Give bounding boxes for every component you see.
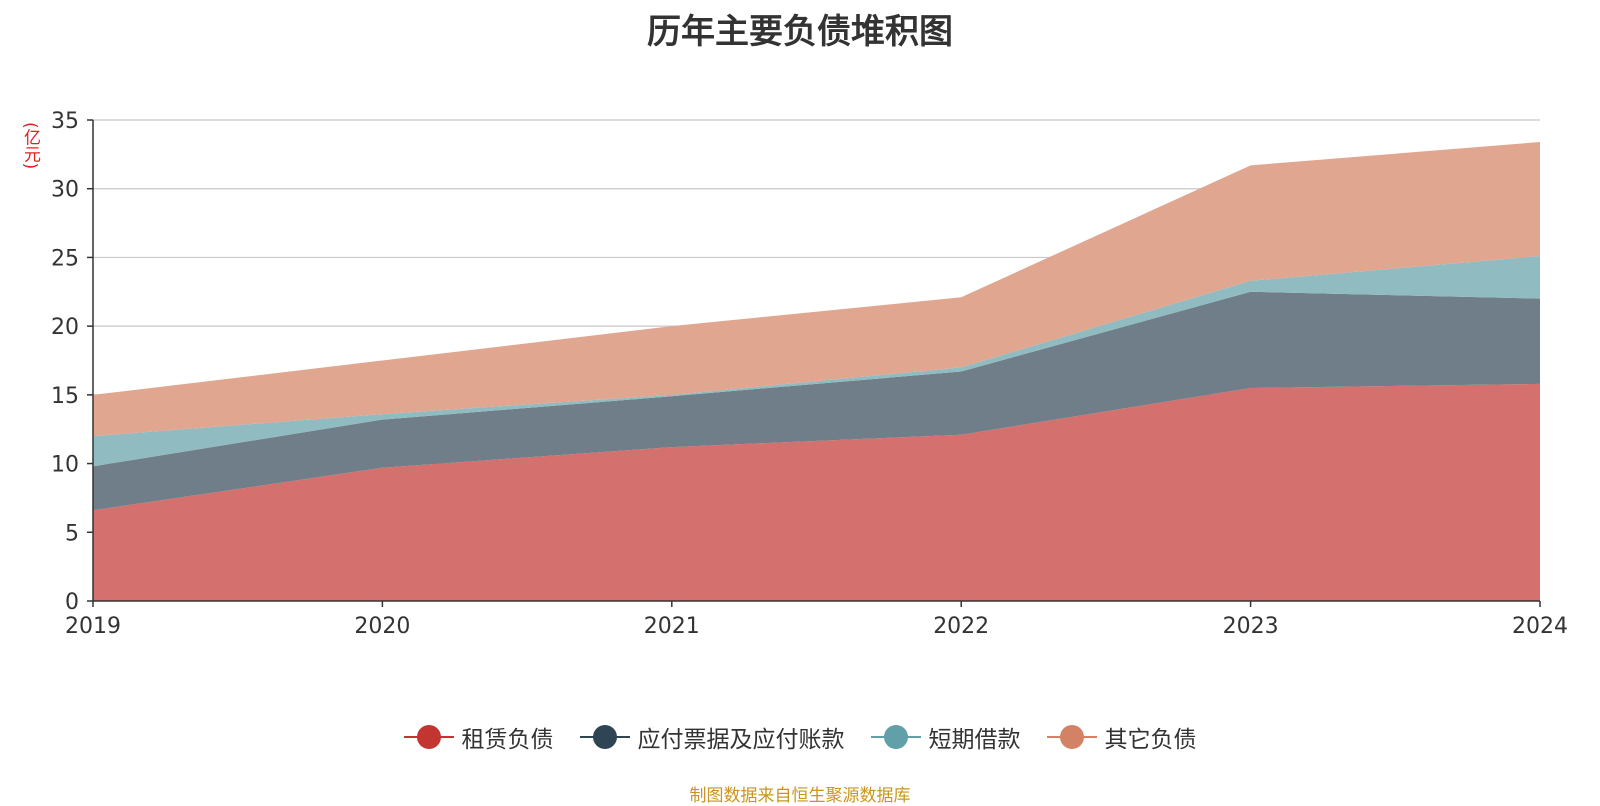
axes: 0 5 10 15 20 25 30 35 2019 2020 2021 2022 2023 2024 (51, 109, 1568, 639)
legend-item-3[interactable]: 短期借款 (870, 720, 1021, 754)
source-note: 制图数据来自恒生聚源数据库 (689, 786, 911, 806)
area-series-3[interactable] (93, 256, 1540, 467)
x-tick-label: 2024 (1512, 614, 1568, 639)
area-series-4[interactable] (93, 141, 1540, 437)
x-tick-label: 2022 (933, 614, 989, 639)
legend-swatch (579, 725, 630, 749)
y-axis-unit: (亿元) (20, 122, 40, 170)
legend-label: 短期借款 (928, 727, 1021, 753)
legend-item-4[interactable]: 其它负债 (1046, 720, 1197, 754)
legend-item-1[interactable]: 租赁负债 (403, 720, 554, 754)
legend-swatch (1046, 725, 1097, 749)
legend-item-2[interactable]: 应付票据及应付账款 (579, 720, 845, 754)
chart-title: 历年主要负债堆积图 (647, 12, 953, 52)
legend: 租赁负债 应付票据及应付账款 短期借款 其它负债 (0, 720, 1600, 754)
x-tick-label: 2019 (65, 614, 121, 639)
y-tick-label: 5 (65, 521, 79, 546)
y-tick-label: 35 (51, 109, 79, 134)
legend-swatch (870, 725, 921, 749)
y-tick-label: 25 (51, 246, 79, 271)
area-series-1[interactable] (93, 383, 1540, 601)
x-tick-label: 2020 (354, 614, 410, 639)
y-tick-label: 10 (51, 453, 79, 478)
area-series (93, 141, 1540, 601)
y-tick-label: 20 (51, 315, 79, 340)
area-series-2[interactable] (93, 291, 1540, 511)
y-tick-label: 30 (51, 178, 79, 203)
x-tick-label: 2023 (1223, 614, 1279, 639)
chart-plot: 0 5 10 15 20 25 30 35 2019 2020 2021 2022 2023 2024 (51, 109, 1568, 639)
legend-label: 租赁负债 (461, 727, 554, 753)
legend-label: 其它负债 (1104, 727, 1197, 753)
y-tick-label: 0 (65, 590, 79, 615)
y-tick-label: 15 (51, 384, 79, 409)
legend-swatch (403, 725, 454, 749)
x-tick-label: 2021 (644, 614, 700, 639)
legend-label: 应付票据及应付账款 (637, 727, 845, 753)
